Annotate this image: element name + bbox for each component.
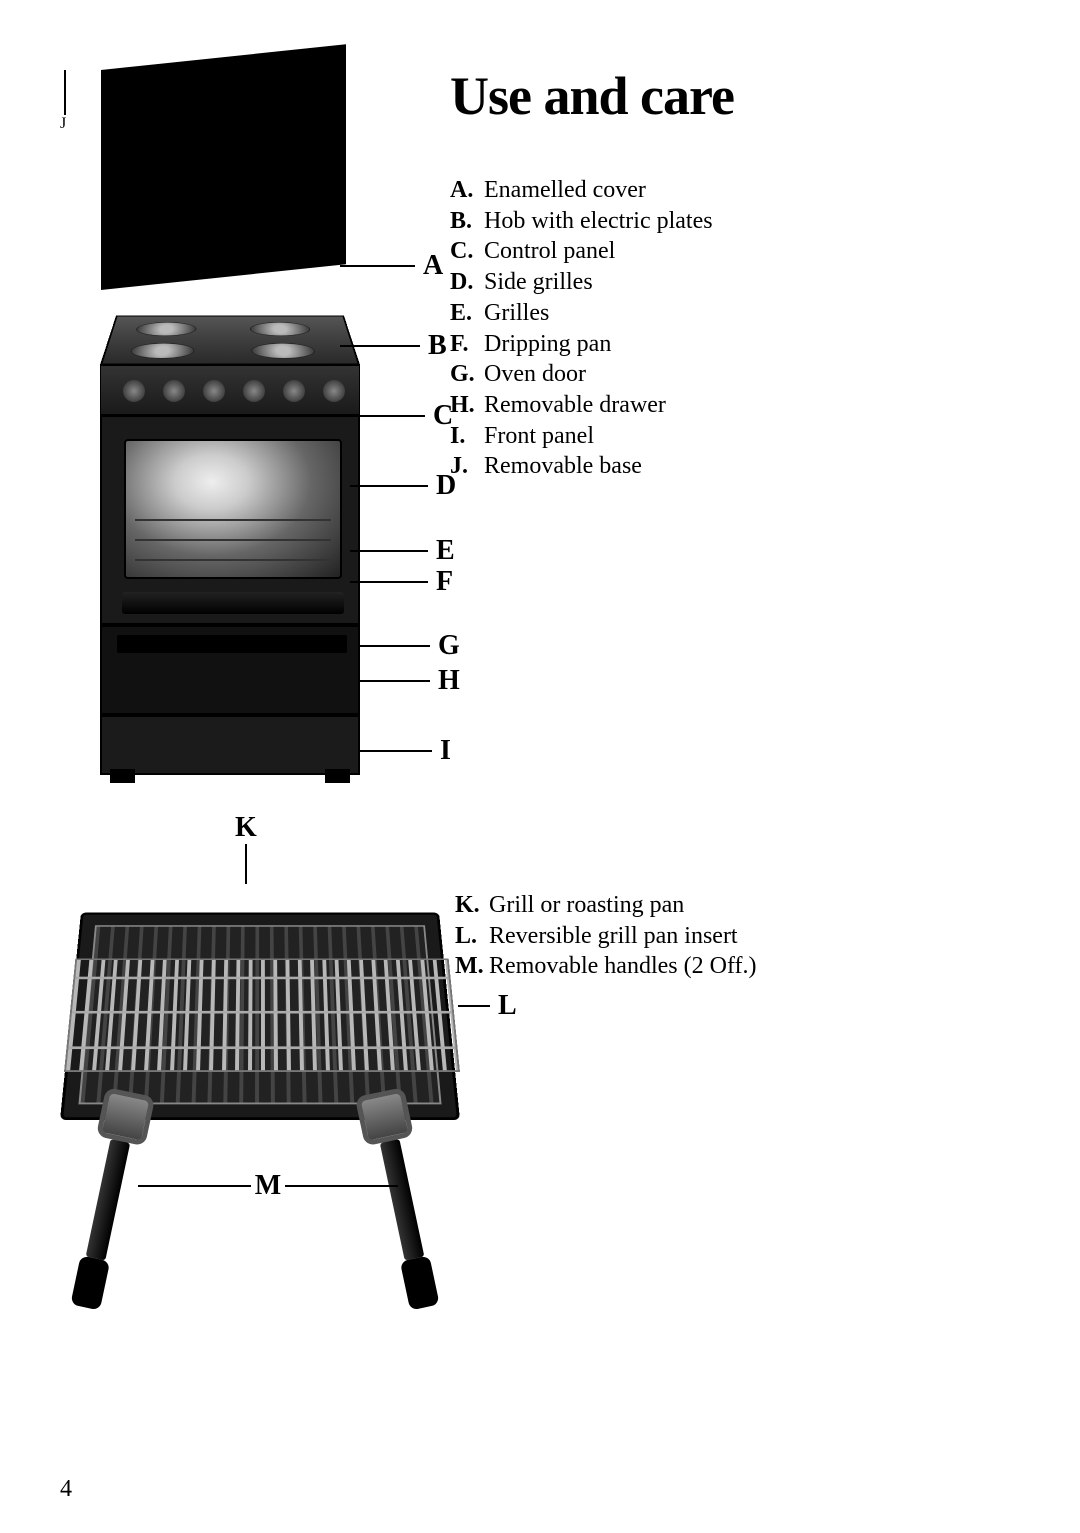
callout-letter: F (436, 566, 453, 598)
control-knob (283, 380, 305, 402)
callout-letter: B (428, 330, 447, 362)
callout-letter: A (423, 250, 443, 282)
callout-d: D (350, 470, 456, 502)
legend-label: Control panel (484, 236, 615, 267)
legend-key: F. (450, 329, 484, 360)
foot (110, 769, 135, 783)
insert-wire (72, 1011, 452, 1014)
callout-g: G (360, 630, 460, 662)
legend-row: B.Hob with electric plates (450, 206, 713, 237)
legend-key: K. (455, 890, 489, 921)
enamelled-cover (101, 44, 346, 290)
callout-i: I (360, 735, 451, 767)
callout-letter: L (498, 990, 517, 1022)
hob-plate (251, 343, 317, 359)
figure-cooker: A B C D E F G H I J (60, 70, 460, 800)
insert-wire (68, 1046, 455, 1049)
hob-plate (250, 322, 312, 336)
grill-pan-insert (64, 958, 460, 1072)
callout-h: H (360, 665, 460, 697)
callout-m: M (138, 1170, 398, 1202)
callout-letter: K (235, 812, 257, 844)
legend-key: B. (450, 206, 484, 237)
drawer-handle (117, 635, 347, 653)
callout-letter: J (60, 115, 66, 132)
legend-row: G.Oven door (450, 359, 713, 390)
legend-key: H. (450, 390, 484, 421)
legend-row: F.Dripping pan (450, 329, 713, 360)
insert-wire (75, 977, 449, 980)
legend-row: E.Grilles (450, 298, 713, 329)
legend-row: I.Front panel (450, 421, 713, 452)
parts-legend-1: A.Enamelled cover B.Hob with electric pl… (450, 175, 713, 482)
callout-l: L (458, 990, 517, 1022)
legend-label: Reversible grill pan insert (489, 921, 738, 952)
callout-e: E (350, 535, 455, 567)
figure-grill-pan: K L M (60, 830, 490, 1280)
legend-label: Oven door (484, 359, 586, 390)
callout-letter: H (438, 665, 460, 697)
legend-key: A. (450, 175, 484, 206)
hob-plate (129, 343, 195, 359)
callout-letter: G (438, 630, 460, 662)
legend-row: M.Removable handles (2 Off.) (455, 951, 756, 982)
legend-key: D. (450, 267, 484, 298)
legend-label: Grilles (484, 298, 549, 329)
oven-rack (135, 559, 332, 561)
control-knob (163, 380, 185, 402)
cooker-illustration (90, 70, 370, 790)
page: Use and care (0, 0, 1080, 1533)
oven-front (100, 415, 360, 625)
hob (100, 315, 360, 365)
callout-a: A (340, 250, 443, 282)
legend-label: Removable handles (2 Off.) (489, 951, 756, 982)
legend-label: Enamelled cover (484, 175, 646, 206)
oven-rack (135, 539, 332, 541)
callout-c: C (345, 400, 453, 432)
legend-label: Side grilles (484, 267, 593, 298)
callout-letter: E (436, 535, 455, 567)
page-title: Use and care (450, 65, 734, 127)
legend-row: A.Enamelled cover (450, 175, 713, 206)
callout-letter: I (440, 735, 451, 767)
legend-label: Hob with electric plates (484, 206, 713, 237)
removable-drawer (100, 625, 360, 715)
legend-label: Removable drawer (484, 390, 666, 421)
control-knob (243, 380, 265, 402)
callout-k: K (235, 812, 257, 884)
legend-key: L. (455, 921, 489, 952)
oven-door-handle (122, 592, 344, 614)
legend-key: E. (450, 298, 484, 329)
legend-label: Grill or roasting pan (489, 890, 684, 921)
legend-label: Dripping pan (484, 329, 611, 360)
legend-label: Front panel (484, 421, 594, 452)
legend-row: C.Control panel (450, 236, 713, 267)
callout-letter: M (251, 1170, 285, 1202)
callout-f: F (350, 566, 453, 598)
control-knob (203, 380, 225, 402)
legend-row: J.Removable base (450, 451, 713, 482)
legend-key: I. (450, 421, 484, 452)
legend-row: L.Reversible grill pan insert (455, 921, 756, 952)
oven-rack (135, 519, 332, 521)
foot (325, 769, 350, 783)
legend-key: J. (450, 451, 484, 482)
oven-window (124, 439, 342, 579)
legend-row: H.Removable drawer (450, 390, 713, 421)
legend-row: K.Grill or roasting pan (455, 890, 756, 921)
legend-key: C. (450, 236, 484, 267)
legend-row: D.Side grilles (450, 267, 713, 298)
legend-key: G. (450, 359, 484, 390)
control-knob (123, 380, 145, 402)
parts-legend-2: K.Grill or roasting pan L.Reversible gri… (455, 890, 756, 982)
legend-key: M. (455, 951, 489, 982)
callout-b: B (340, 330, 447, 362)
control-knob (323, 380, 345, 402)
hob-plate (134, 322, 197, 336)
front-panel (100, 715, 360, 775)
page-number: 4 (60, 1476, 72, 1503)
control-panel (100, 365, 360, 415)
legend-label: Removable base (484, 451, 642, 482)
